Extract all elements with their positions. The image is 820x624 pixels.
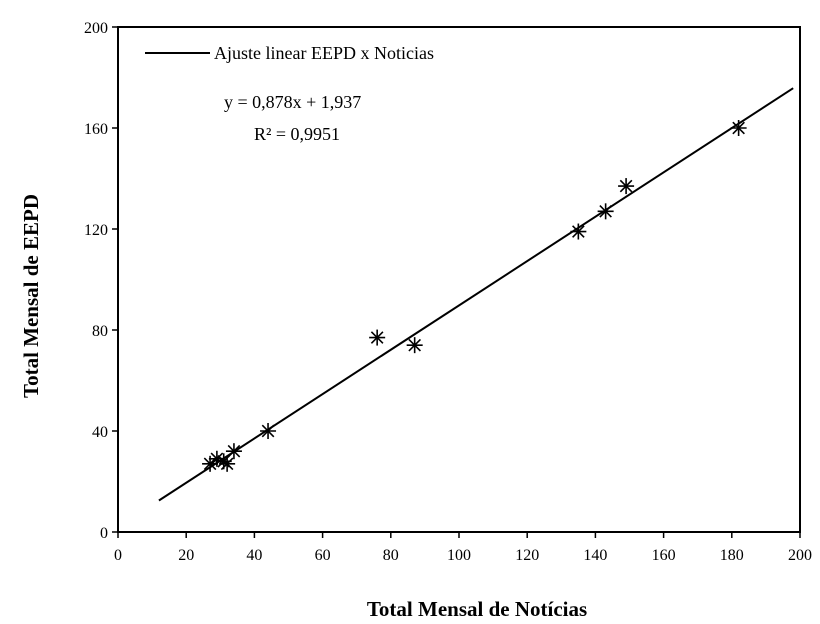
x-tick-label: 120	[515, 547, 539, 564]
legend: Ajuste linear EEPD x Noticias	[145, 43, 434, 63]
data-point	[597, 203, 614, 220]
x-axis-title: Total Mensal de Notícias	[367, 597, 587, 621]
x-tick-label: 140	[583, 547, 607, 564]
x-tick-label: 40	[246, 547, 262, 564]
x-tick-label: 60	[315, 547, 331, 564]
x-tick-label: 200	[788, 547, 812, 564]
data-point	[618, 178, 635, 195]
x-tick-label: 160	[652, 547, 676, 564]
fit-line	[158, 87, 794, 502]
data-point	[730, 120, 747, 136]
y-tick-label: 160	[84, 121, 108, 138]
data-point	[219, 455, 236, 472]
data-point	[202, 455, 219, 472]
r-squared: R² = 0,9951	[254, 124, 340, 144]
y-tick-label: 80	[92, 323, 108, 340]
y-axis-ticks: 0 40 80 120 160 200	[84, 20, 118, 542]
y-axis-title: Total Mensal de EEPD	[19, 194, 43, 398]
data-point	[260, 423, 277, 439]
data-point	[369, 329, 386, 346]
y-tick-label: 200	[84, 20, 108, 37]
x-tick-label: 20	[178, 547, 194, 564]
x-tick-label: 0	[114, 547, 122, 564]
data-point	[225, 443, 242, 460]
data-point	[570, 223, 587, 240]
x-tick-label: 180	[720, 547, 744, 564]
data-points	[202, 120, 747, 472]
regression-equation: y = 0,878x + 1,937	[224, 92, 361, 112]
legend-label: Ajuste linear EEPD x Noticias	[214, 43, 434, 63]
y-tick-label: 0	[100, 525, 108, 542]
x-axis-ticks: 0 20 40 60 80 100 120 140 160 180 200	[114, 532, 812, 564]
y-tick-label: 120	[84, 222, 108, 239]
x-tick-label: 80	[383, 547, 399, 564]
y-tick-label: 40	[92, 424, 108, 441]
x-tick-label: 100	[447, 547, 471, 564]
data-point	[406, 337, 423, 354]
